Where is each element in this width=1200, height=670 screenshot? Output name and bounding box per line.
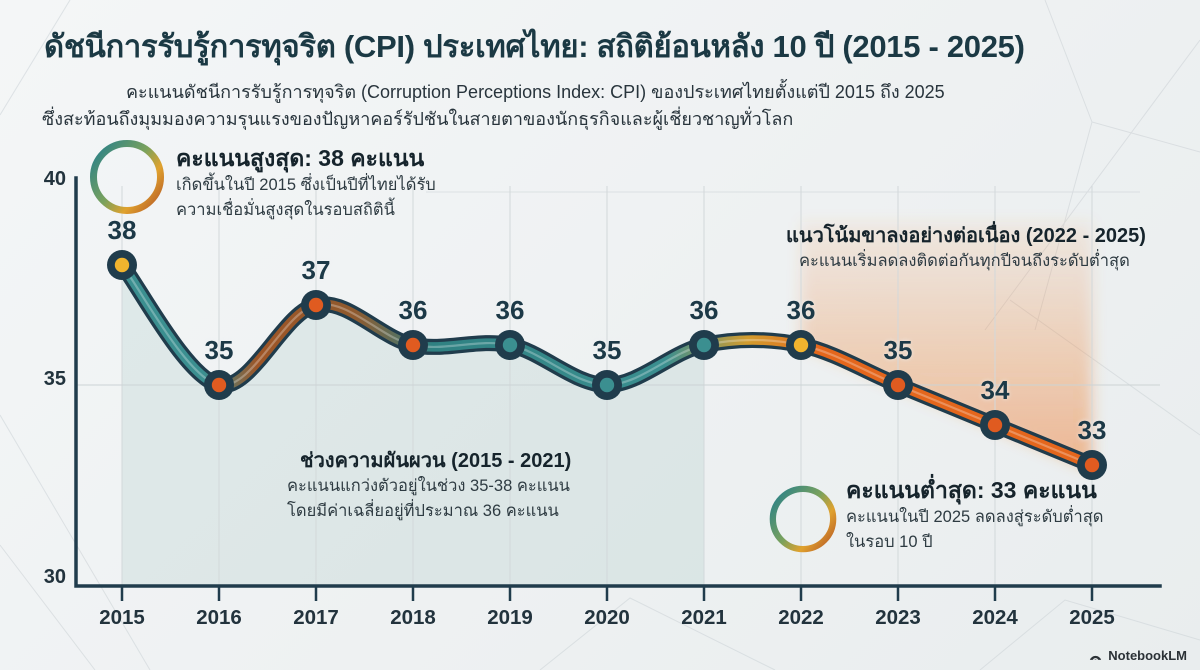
watermark-label: NotebookLM (1108, 648, 1187, 663)
data-point-2018-center (405, 337, 421, 353)
annotation-lowest-body-line1: คะแนนในปี 2025 ลดลงสู่ระดับต่ำสุด (846, 507, 1104, 526)
y-axis-tick-30: 30 (43, 566, 66, 588)
annotation-highest-body-line1: เกิดขึ้นในปี 2015 ซึ่งเป็นปีที่ไทยได้รับ (176, 175, 436, 194)
annotation-highest-score: คะแนนสูงสุด: 38 คะแนน เกิดขึ้นในปี 2015 … (176, 144, 506, 222)
annotation-volatility-body-line1: คะแนนแกว่งตัวอยู่ในช่วง 35-38 คะแนน (287, 477, 570, 495)
annotation-downtrend-body: คะแนนเริ่มลดลงติดต่อกันทุกปีจนถึงระดับต่… (799, 252, 1130, 270)
point-value-label-2019: 36 (495, 295, 525, 325)
y-axis-tick-35: 35 (43, 368, 66, 390)
point-value-label-2018: 36 (398, 295, 428, 325)
decline-area-fill (801, 222, 1092, 469)
axes (74, 176, 1162, 588)
point-value-label-2024: 34 (980, 375, 1010, 405)
annotation-lowest-score: คะแนนต่ำสุด: 33 คะแนน คะแนนในปี 2025 ลดล… (846, 476, 1146, 554)
data-point-2017-center (308, 297, 324, 313)
point-value-label-2025: 33 (1077, 415, 1107, 445)
point-value-label-2021: 36 (689, 295, 719, 325)
x-axis-label-2018: 2018 (390, 606, 436, 629)
data-point-2015-center (114, 257, 130, 273)
x-axis-label-2015: 2015 (99, 606, 145, 629)
x-axis-label-2020: 2020 (584, 606, 630, 629)
data-point-2022-center (793, 337, 809, 353)
annotation-highest-body-line2: ความเชื่อมั่นสูงสุดในรอบสถิตินี้ (176, 200, 395, 219)
x-axis-label-2017: 2017 (293, 606, 339, 629)
x-axis-label-2023: 2023 (875, 606, 921, 629)
data-point-2020-center (599, 377, 615, 393)
data-points (107, 250, 1107, 480)
point-value-label-2022: 36 (786, 295, 816, 325)
data-point-2019-center (502, 337, 518, 353)
data-point-2025-center (1084, 457, 1100, 473)
annotation-volatility-body-line2: โดยมีค่าเฉลี่ยอยู่ที่ประมาณ 36 คะแนน (287, 501, 559, 520)
annotation-highest-title: คะแนนสูงสุด: 38 คะแนน (176, 145, 425, 171)
annotation-downtrend-title: แนวโน้มขาลงอย่างต่อเนื่อง (2022 - 2025) (786, 225, 1146, 247)
watermark: NotebookLM (1088, 648, 1187, 663)
point-value-label-2016: 35 (204, 335, 234, 365)
x-axis-ticks (120, 586, 1094, 601)
x-axis-label-2016: 2016 (196, 606, 242, 629)
y-axis-tick-40: 40 (43, 168, 66, 190)
annotation-downtrend: แนวโน้มขาลงอย่างต่อเนื่อง (2022 - 2025) … (786, 224, 1146, 274)
page-subtitle-line2: ซึ่งสะท้อนถึงมุมมองความรุนแรงของปัญหาคอร… (42, 109, 794, 129)
annotation-volatility-title: ช่วงความผันผวน (2015 - 2021) (300, 450, 572, 472)
x-axis-label-2019: 2019 (487, 606, 533, 629)
x-axis-label-2021: 2021 (681, 606, 727, 629)
data-point-2021-center (696, 337, 712, 353)
annotation-volatility: ช่วงความผันผวน (2015 - 2021) คะแนนแกว่งต… (287, 449, 617, 524)
x-axis-label-2024: 2024 (972, 606, 1018, 629)
point-value-label-2015: 38 (107, 215, 137, 245)
point-value-label-2023: 35 (883, 335, 913, 365)
annotation-lowest-title: คะแนนต่ำสุด: 33 คะแนน (846, 477, 1097, 503)
data-point-2024-center (987, 417, 1003, 433)
notebooklm-logo-icon (1090, 655, 1102, 660)
point-value-label-2017: 37 (301, 255, 331, 285)
data-point-2016-center (211, 377, 227, 393)
point-value-label-2020: 35 (592, 335, 622, 365)
page-subtitle-line1: คะแนนดัชนีการรับรู้การทุจริต (Corruption… (126, 82, 945, 102)
x-axis-label-2025: 2025 (1069, 606, 1115, 629)
data-point-2023-center (890, 377, 906, 393)
x-axis-label-2022: 2022 (778, 606, 824, 629)
page-title: ดัชนีการรับรู้การทุจริต (CPI) ประเทศไทย:… (44, 29, 1025, 64)
annotation-lowest-body-line2: ในรอบ 10 ปี (846, 532, 933, 551)
